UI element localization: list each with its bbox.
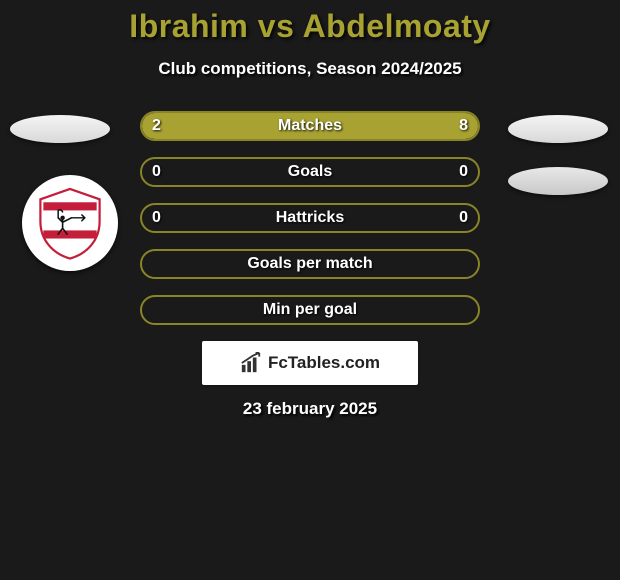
stat-value-right: 0: [459, 209, 468, 227]
stat-row: 2 Matches 8: [140, 111, 480, 141]
stat-area: 2 Matches 8 0 Goals 0 0 Hattricks 0 Goals per mat…: [0, 111, 620, 419]
stat-label: Matches: [278, 117, 342, 135]
player-badge-right-2: [508, 167, 608, 195]
stat-rows: 2 Matches 8 0 Goals 0 0 Hattricks 0 Goals per mat…: [140, 111, 480, 325]
stat-label: Min per goal: [263, 301, 357, 319]
stat-row: Min per goal: [140, 295, 480, 325]
stat-row: 0 Goals 0: [140, 157, 480, 187]
stat-value-right: 0: [459, 163, 468, 181]
stat-label: Goals per match: [247, 255, 372, 273]
page-title: Ibrahim vs Abdelmoaty: [0, 8, 620, 45]
footer-brand[interactable]: FcTables.com: [202, 341, 418, 385]
stat-row: Goals per match: [140, 249, 480, 279]
zamalek-crest-icon: [33, 186, 107, 260]
stat-value-left: 2: [152, 117, 161, 135]
player-badge-right-1: [508, 115, 608, 143]
footer-brand-label: FcTables.com: [268, 353, 380, 373]
stat-fill-right: [209, 113, 478, 139]
stat-value-left: 0: [152, 209, 161, 227]
stat-row: 0 Hattricks 0: [140, 203, 480, 233]
player-badge-left: [10, 115, 110, 143]
stat-value-left: 0: [152, 163, 161, 181]
subtitle: Club competitions, Season 2024/2025: [0, 59, 620, 79]
stat-label: Hattricks: [276, 209, 344, 227]
stat-label: Goals: [288, 163, 332, 181]
chart-icon: [240, 352, 262, 374]
stat-value-right: 8: [459, 117, 468, 135]
club-logo-left: [22, 175, 118, 271]
date-label: 23 february 2025: [0, 399, 620, 419]
